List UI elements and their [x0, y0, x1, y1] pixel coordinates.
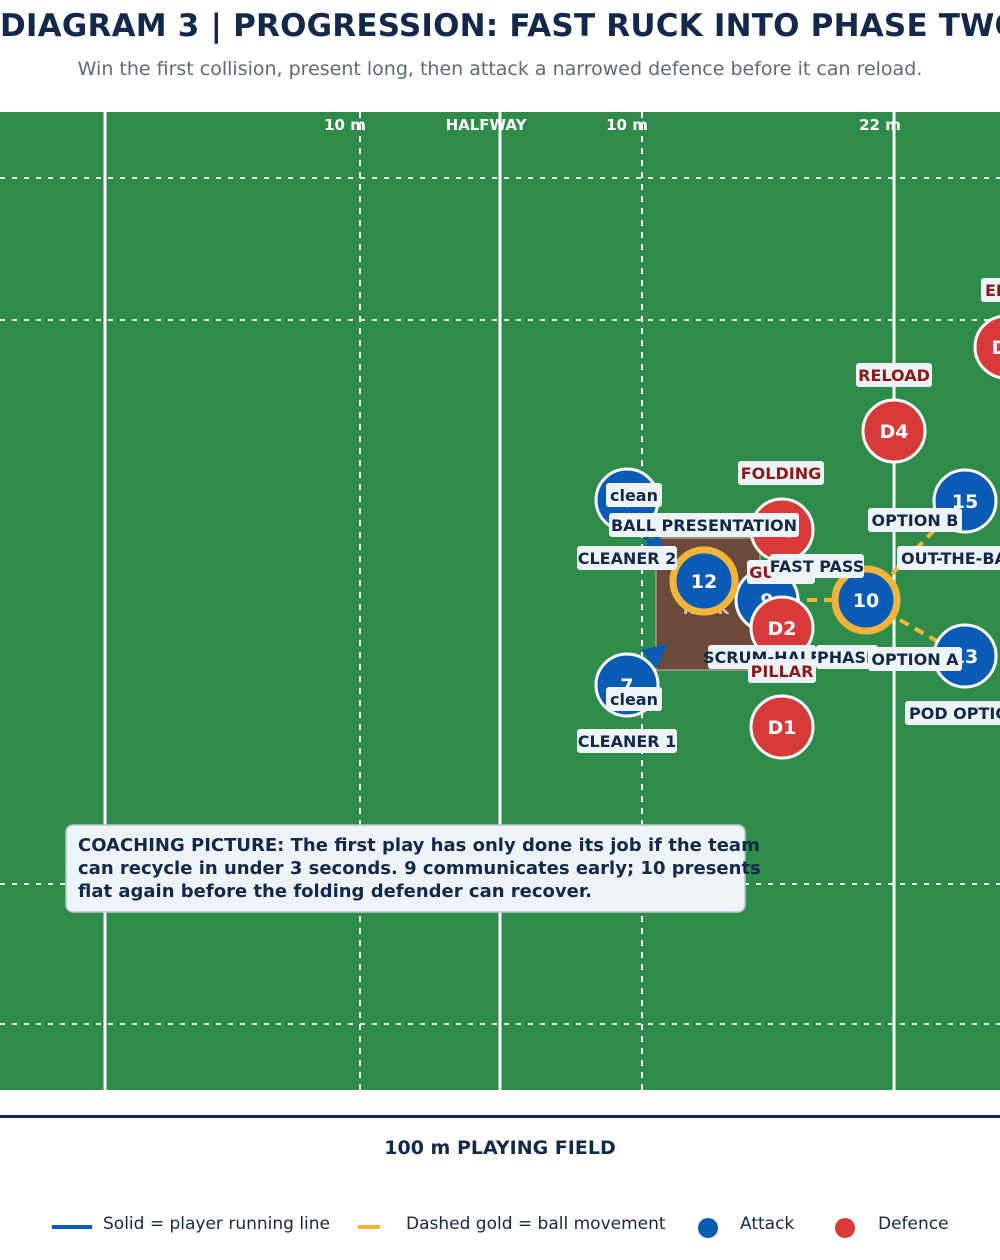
legend-ball-movement: Dashed gold = ball movement	[406, 1214, 666, 1234]
diagram-subtitle: Win the first collision, present long, t…	[77, 58, 923, 80]
defender-d4-number: D4	[880, 421, 909, 443]
defender-d5-number: D5	[992, 337, 1000, 359]
svg-text:OUT-THE-BACK: OUT-THE-BACK	[901, 549, 1000, 568]
defender-d1[interactable]: D1	[749, 694, 815, 760]
tag-clean-6: clean	[606, 483, 662, 507]
svg-text:POD OPTION: POD OPTION	[909, 704, 1000, 723]
coaching-note: COACHING PICTURE: The first play has onl…	[65, 824, 761, 913]
defender-d2-number: D2	[768, 618, 797, 640]
label-pillar: PILLAR	[748, 659, 816, 683]
attacker-12[interactable]: 12	[669, 546, 739, 616]
attacker-12-number: 12	[691, 571, 717, 593]
diagram-title: DIAGRAM 3 | PROGRESSION: FAST RUCK INTO …	[0, 8, 1000, 44]
svg-text:CLEANER 2: CLEANER 2	[578, 549, 677, 568]
label-cleaner-2: CLEANER 2	[577, 546, 677, 570]
field-caption: 100 m PLAYING FIELD	[384, 1137, 616, 1159]
attacker-15-number: 15	[952, 491, 978, 513]
svg-text:RELOAD: RELOAD	[858, 366, 930, 385]
defender-d4[interactable]: D4	[861, 398, 927, 464]
svg-text:PHASE: PHASE	[817, 648, 877, 667]
svg-text:FAST PASS: FAST PASS	[770, 557, 864, 576]
defender-d5[interactable]: D5	[973, 315, 1000, 379]
marker-10m-left: 10 m	[324, 116, 366, 134]
legend-running-line-swatch	[52, 1225, 92, 1229]
playing-field: 10 m HALFWAY 10 m 22 m RUCK D1 D3 D4 D5 …	[0, 112, 1000, 1090]
svg-text:clean: clean	[610, 486, 658, 505]
footer-rule	[0, 1115, 1000, 1118]
tag-clean-7: clean	[606, 687, 662, 711]
coaching-note-line-1: COACHING PICTURE: The first play has onl…	[78, 835, 760, 856]
svg-text:OPTION B: OPTION B	[872, 511, 959, 530]
label-option-b: OPTION B	[868, 508, 962, 532]
attacker-10[interactable]: 10	[831, 565, 901, 635]
defender-d1-number: D1	[768, 717, 797, 739]
marker-10m-right: 10 m	[606, 116, 648, 134]
legend-defence-swatch	[835, 1218, 855, 1238]
label-option-a: OPTION A	[868, 647, 962, 671]
label-folding: FOLDING	[738, 461, 824, 485]
coaching-note-line-3: flat again before the folding defender c…	[78, 881, 592, 902]
coaching-note-line-2: can recycle in under 3 seconds. 9 commun…	[78, 858, 761, 879]
label-fast-pass: FAST PASS	[770, 554, 864, 578]
label-cleaner-1: CLEANER 1	[577, 729, 677, 753]
label-phase: PHASE	[816, 645, 878, 669]
label-ball-presentation: BALL PRESENTATION	[609, 513, 799, 537]
legend-running-line: Solid = player running line	[103, 1214, 331, 1234]
legend-attack: Attack	[740, 1214, 795, 1234]
marker-halfway: HALFWAY	[446, 116, 528, 134]
label-edge: EDGE	[981, 278, 1000, 302]
label-reload: RELOAD	[856, 363, 932, 387]
svg-text:OPTION A: OPTION A	[871, 650, 959, 669]
svg-text:clean: clean	[610, 690, 658, 709]
legend-defence: Defence	[878, 1214, 949, 1234]
svg-text:BALL PRESENTATION: BALL PRESENTATION	[611, 516, 797, 535]
attacker-10-number: 10	[853, 590, 879, 612]
svg-text:FOLDING: FOLDING	[741, 464, 821, 483]
svg-text:EDGE: EDGE	[985, 281, 1000, 300]
marker-22m: 22 m	[859, 116, 901, 134]
attacker-13[interactable]: 13	[932, 623, 998, 689]
defender-d2[interactable]: D2	[749, 595, 815, 661]
svg-text:PILLAR: PILLAR	[751, 662, 814, 681]
label-out-the-back: OUT-THE-BACK	[897, 546, 1000, 570]
legend-attack-swatch	[698, 1218, 718, 1238]
svg-text:CLEANER 1: CLEANER 1	[578, 732, 677, 751]
label-pod-option: POD OPTION	[905, 701, 1000, 725]
legend-ball-movement-swatch	[358, 1225, 380, 1229]
